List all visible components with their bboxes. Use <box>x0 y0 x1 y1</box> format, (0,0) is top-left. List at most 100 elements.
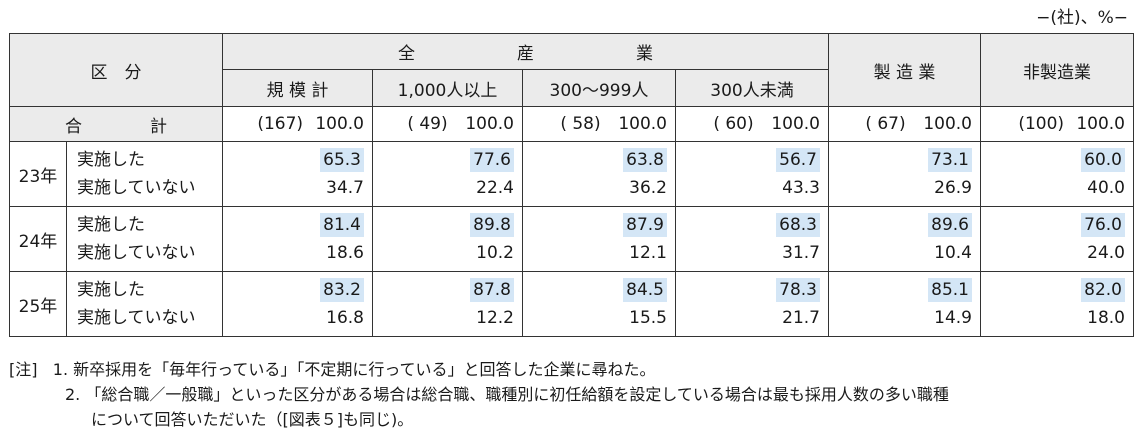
percent-value: 100.0 <box>1076 114 1125 134</box>
implemented-highlight: 82.0 <box>1081 278 1125 302</box>
implemented-value: 63.8 <box>523 146 675 174</box>
status-labels: 実施した 実施していない <box>66 141 223 207</box>
implemented-value: 78.3 <box>676 276 828 304</box>
not-implemented-value: 12.2 <box>476 308 514 328</box>
year-row: 24年 実施した 実施していない 81.4 18.6 89.8 10.2 87.9 12.1 68… <box>9 206 1134 272</box>
not-implemented-value: 15.5 <box>629 308 667 328</box>
implemented-value: 56.7 <box>676 146 828 174</box>
percent-value: 100.0 <box>315 114 364 134</box>
implemented-highlight: 85.1 <box>928 278 972 302</box>
implemented-highlight: 83.2 <box>320 278 364 302</box>
not-implemented-label: 実施していない <box>77 308 196 328</box>
note-line-1: [注] 1. 新卒採用を「毎年行っている」「不定期に行っている」と回答した企業に… <box>9 357 949 382</box>
implemented-value: 73.1 <box>829 146 980 174</box>
header-row-1: 区 分 全 産 業 製 造 業 非製造業 <box>9 33 1134 107</box>
not-implemented-value: 31.7 <box>782 243 820 263</box>
percent-cell: 68.3 31.7 <box>675 206 829 272</box>
percent-cell: 76.0 24.0 <box>980 206 1134 272</box>
implemented-highlight: 87.8 <box>470 278 514 302</box>
sub-header-300-999: 300〜999人 <box>522 69 676 107</box>
percent-cell: 63.8 36.2 <box>522 141 676 207</box>
not-implemented-value: 16.8 <box>326 308 364 328</box>
not-implemented-value: 26.9 <box>934 178 972 198</box>
year-row: 23年 実施した 実施していない 65.3 34.7 77.6 22.4 63.8 36.2 56… <box>9 141 1134 207</box>
company-count: (100) <box>1018 114 1065 134</box>
implemented-value: 65.3 <box>223 146 372 174</box>
implemented-highlight: 63.8 <box>623 148 667 172</box>
company-count: ( 67) <box>865 114 906 134</box>
not-implemented-value: 21.7 <box>782 308 820 328</box>
unit-note: −(社)、%− <box>1036 8 1128 28</box>
percent-value: 100.0 <box>923 114 972 134</box>
company-count: (167) <box>257 114 304 134</box>
implemented-highlight: 87.9 <box>623 213 667 237</box>
percent-cell: 87.8 12.2 <box>372 271 523 337</box>
percent-cell: 73.1 26.9 <box>828 141 981 207</box>
year-label: 25年 <box>9 271 67 337</box>
not-implemented-label: 実施していない <box>77 243 196 263</box>
implemented-highlight: 60.0 <box>1081 148 1125 172</box>
note-tag: [注] <box>9 360 38 379</box>
total-cell: ( 67) 100.0 <box>828 106 981 142</box>
percent-cell: 84.5 15.5 <box>522 271 676 337</box>
not-implemented-value: 12.1 <box>629 243 667 263</box>
note-text-2: 2. 「総合職／一般職」といった区分がある場合は総合職、職種別に初任給額を設定し… <box>65 385 949 404</box>
not-implemented-value: 18.0 <box>1087 308 1125 328</box>
implemented-value: 76.0 <box>981 211 1133 239</box>
not-implemented-value: 18.6 <box>326 243 364 263</box>
implemented-value: 81.4 <box>223 211 372 239</box>
not-implemented-value: 22.4 <box>476 178 514 198</box>
sub-header-total: 規 模 計 <box>222 69 373 107</box>
percent-cell: 65.3 34.7 <box>222 141 373 207</box>
percent-cell: 85.1 14.9 <box>828 271 981 337</box>
not-implemented-value: 34.7 <box>326 178 364 198</box>
percent-cell: 89.6 10.4 <box>828 206 981 272</box>
implemented-value: 82.0 <box>981 276 1133 304</box>
not-implemented-value: 10.4 <box>934 243 972 263</box>
note-text-3: について回答いただいた（[図表５]も同じ)。 <box>91 410 414 429</box>
implemented-highlight: 89.8 <box>470 213 514 237</box>
percent-value: 100.0 <box>771 114 820 134</box>
implemented-highlight: 81.4 <box>320 213 364 237</box>
implemented-highlight: 56.7 <box>776 148 820 172</box>
total-cell: (100) 100.0 <box>980 106 1134 142</box>
total-cell: (167) 100.0 <box>222 106 373 142</box>
not-implemented-value: 24.0 <box>1087 243 1125 263</box>
percent-cell: 56.7 43.3 <box>675 141 829 207</box>
total-label: 合 計 <box>9 106 223 142</box>
all-industries-header: 全 産 業 <box>222 33 829 70</box>
implemented-highlight: 77.6 <box>470 148 514 172</box>
implemented-value: 84.5 <box>523 276 675 304</box>
implemented-highlight: 68.3 <box>776 213 820 237</box>
implemented-value: 89.6 <box>829 211 980 239</box>
implemented-value: 77.6 <box>373 146 522 174</box>
year-rows: 23年 実施した 実施していない 65.3 34.7 77.6 22.4 63.8 36.2 56… <box>9 141 1134 337</box>
total-cell: ( 60) 100.0 <box>675 106 829 142</box>
header-row-2: 規 模 計 1,000人以上 300〜999人 300人未満 <box>10 69 1134 107</box>
implemented-highlight: 65.3 <box>320 148 364 172</box>
implemented-value: 68.3 <box>676 211 828 239</box>
percent-cell: 89.8 10.2 <box>372 206 523 272</box>
percent-value: 100.0 <box>465 114 514 134</box>
total-cell: ( 58) 100.0 <box>522 106 676 142</box>
implemented-value: 85.1 <box>829 276 980 304</box>
percent-cell: 87.9 12.1 <box>522 206 676 272</box>
percent-cell: 60.0 40.0 <box>980 141 1134 207</box>
implemented-highlight: 78.3 <box>776 278 820 302</box>
sub-header-1000-plus: 1,000人以上 <box>372 69 523 107</box>
implemented-value: 83.2 <box>223 276 372 304</box>
total-row: 合 計 (167) 100.0 ( 49) 100.0 ( 58) 100.0 ( 6… <box>9 106 1134 142</box>
percent-cell: 78.3 21.7 <box>675 271 829 337</box>
percent-cell: 82.0 18.0 <box>980 271 1134 337</box>
status-labels: 実施した 実施していない <box>66 206 223 272</box>
survey-table: 区 分 全 産 業 製 造 業 非製造業 規 模 計 1,000人以上 300〜… <box>9 33 1134 337</box>
implemented-value: 87.9 <box>523 211 675 239</box>
implemented-label: 実施した <box>77 150 145 170</box>
manufacturing-header: 製 造 業 <box>828 33 981 107</box>
implemented-value: 89.8 <box>373 211 522 239</box>
year-label: 24年 <box>9 206 67 272</box>
not-implemented-value: 14.9 <box>934 308 972 328</box>
percent-cell: 81.4 18.6 <box>222 206 373 272</box>
implemented-highlight: 76.0 <box>1081 213 1125 237</box>
implemented-highlight: 73.1 <box>928 148 972 172</box>
